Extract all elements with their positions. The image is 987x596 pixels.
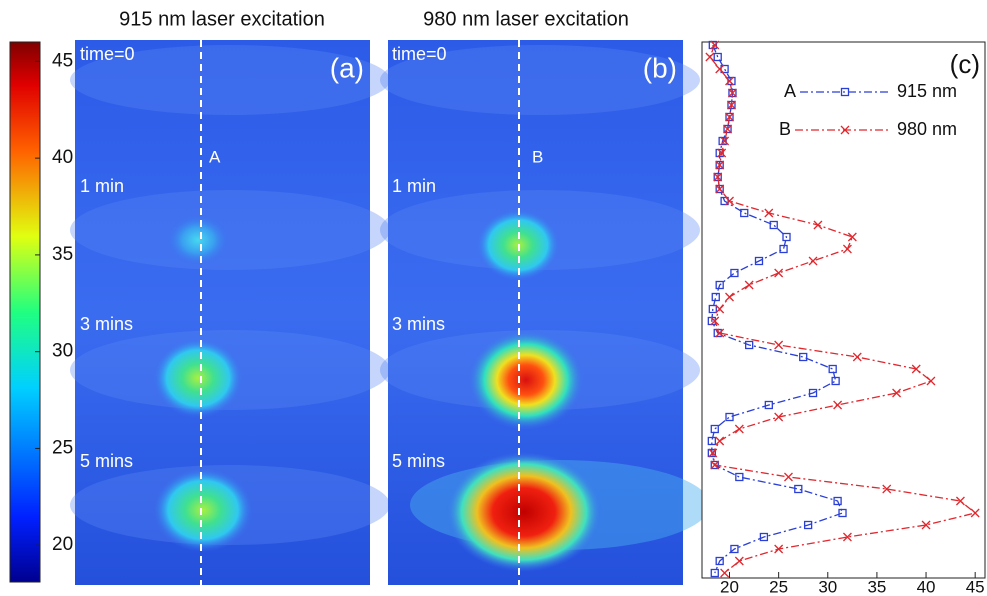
time-label: 3 mins — [392, 314, 445, 334]
panel-b-image — [380, 40, 710, 585]
time-label: time=0 — [80, 44, 135, 64]
x-tick-label: 25 — [769, 577, 788, 596]
time-label: 5 mins — [80, 451, 133, 471]
time-label: 5 mins — [392, 451, 445, 471]
x-tick-label: 20 — [720, 577, 739, 596]
colorbar-tick-label: 20 — [52, 534, 73, 555]
panel-title: 980 nm laser excitation — [423, 8, 629, 30]
panel-a-image — [70, 40, 390, 585]
x-tick-label: 40 — [917, 577, 936, 596]
x-tick-label: 35 — [867, 577, 886, 596]
x-tick-label: 30 — [818, 577, 837, 596]
colorbar-tick-label: 45 — [52, 50, 73, 71]
panel-title: 915 nm laser excitation — [119, 8, 325, 30]
legend-text: 980 nm — [897, 119, 957, 139]
legend-label: B — [779, 119, 791, 139]
panel-label: (c) — [950, 49, 980, 79]
panel-label: (b) — [643, 52, 677, 83]
colorbar-tick-label: 30 — [52, 341, 73, 362]
time-label: time=0 — [392, 44, 447, 64]
line-label: B — [532, 147, 543, 166]
legend-label: A — [784, 81, 796, 101]
time-label: 3 mins — [80, 314, 133, 334]
x-tick-label: 45 — [966, 577, 985, 596]
line-label: A — [209, 147, 221, 166]
colorbar-tick-label: 40 — [52, 147, 73, 168]
colorbar-tick-label: 35 — [52, 244, 73, 265]
page: 915 nm laser excitation 980 nm laser exc… — [0, 0, 987, 596]
legend-text: 915 nm — [897, 81, 957, 101]
figure: 915 nm laser excitation 980 nm laser exc… — [0, 0, 987, 596]
time-label: 1 min — [80, 176, 124, 196]
panel-label: (a) — [330, 52, 364, 83]
colorbar-tick-label: 25 — [52, 437, 73, 458]
colorbar — [10, 42, 40, 582]
time-label: 1 min — [392, 176, 436, 196]
